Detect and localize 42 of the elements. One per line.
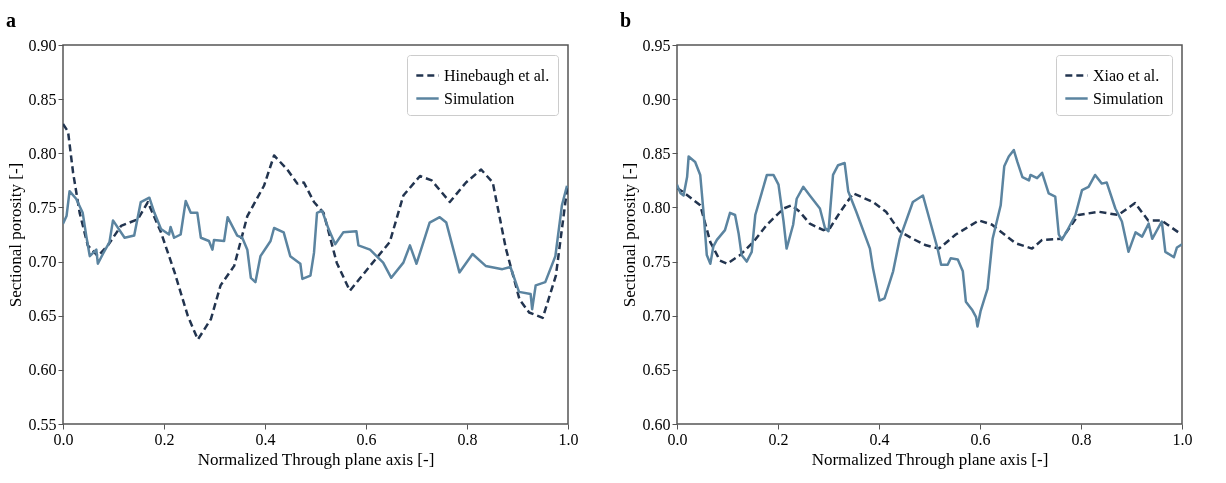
x-tick-label: 0.8 — [1071, 430, 1092, 448]
y-tick-label: 0.70 — [642, 307, 671, 325]
x-tick-label: 0.4 — [255, 430, 276, 448]
y-tick-label: 0.85 — [642, 144, 671, 162]
y-tick-label: 0.65 — [642, 361, 671, 379]
line-series — [677, 186, 1182, 265]
y-tick-label: 0.55 — [28, 415, 57, 433]
y-tick-label: 0.80 — [642, 198, 671, 216]
y-tick-label: 0.70 — [28, 253, 57, 271]
x-tick-label: 0.0 — [53, 430, 74, 448]
y-tick-label: 0.60 — [642, 415, 671, 433]
x-tick-label: 1.0 — [1172, 430, 1193, 448]
y-tick-label: 0.85 — [28, 90, 57, 108]
y-axis-title: Sectional porosity [-] — [619, 162, 639, 308]
y-axis-title: Sectional porosity [-] — [5, 162, 25, 308]
x-tick-label: 0.4 — [869, 430, 890, 448]
x-tick-label: 0.2 — [154, 430, 175, 448]
y-tick-label: 0.95 — [642, 36, 671, 54]
x-axis-title: Normalized Through plane axis [-] — [197, 449, 435, 469]
chart-title: a — [6, 9, 16, 31]
x-tick-label: 0.6 — [356, 430, 377, 448]
x-tick-label: 0.8 — [457, 430, 478, 448]
y-tick-label: 0.90 — [642, 90, 671, 108]
y-tick-label: 0.75 — [28, 198, 57, 216]
legend-label: Hinebaugh et al. — [444, 66, 550, 85]
y-tick-label: 0.75 — [642, 253, 671, 271]
legend-label: Simulation — [444, 89, 515, 107]
y-tick-label: 0.60 — [28, 361, 57, 379]
line-series — [677, 148, 1182, 328]
line-series — [63, 184, 568, 311]
x-tick-label: 0.0 — [667, 430, 688, 448]
line-series — [63, 122, 568, 341]
chart-title: b — [620, 9, 632, 31]
x-tick-label: 1.0 — [558, 430, 579, 448]
x-tick-label: 0.2 — [768, 430, 789, 448]
y-tick-label: 0.90 — [28, 36, 57, 54]
y-tick-label: 0.80 — [28, 144, 57, 162]
x-tick-label: 0.6 — [970, 430, 991, 448]
x-axis-title: Normalized Through plane axis [-] — [811, 449, 1049, 469]
y-tick-label: 0.65 — [28, 307, 57, 325]
legend-label: Simulation — [1093, 89, 1164, 107]
legend-label: Xiao et al. — [1093, 66, 1160, 84]
